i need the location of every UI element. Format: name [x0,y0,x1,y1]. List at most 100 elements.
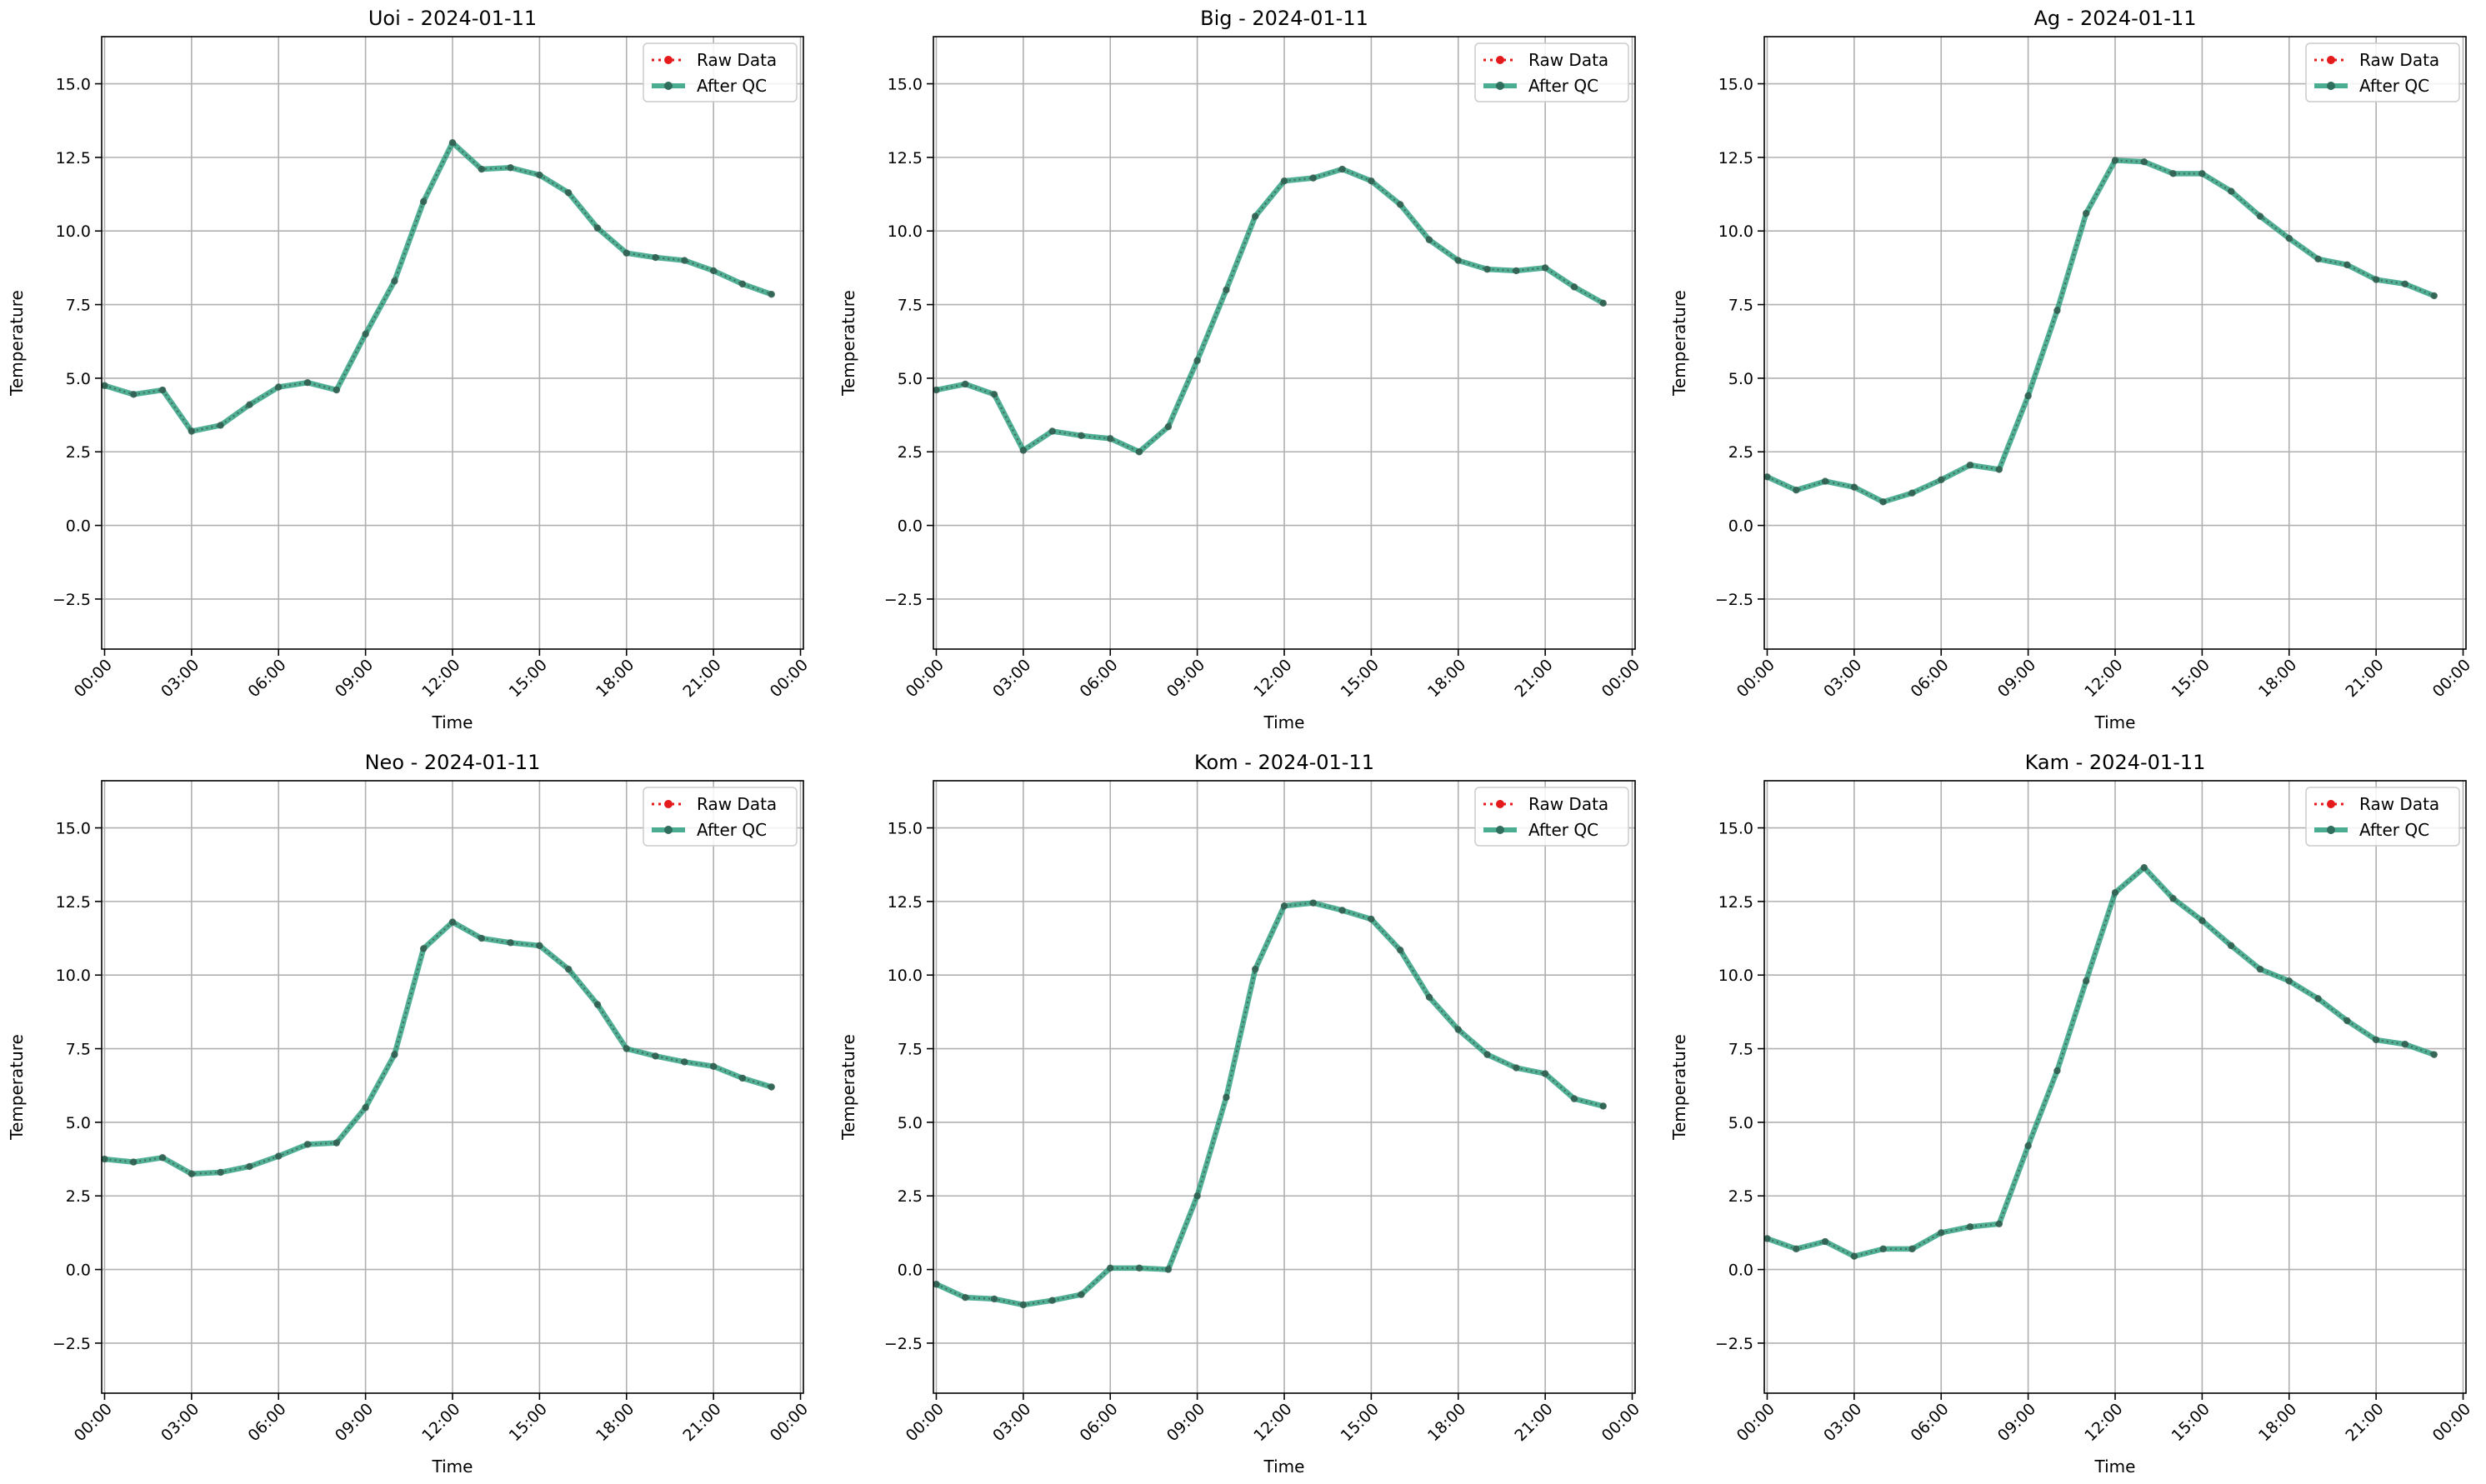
x-axis-label: Time [432,1457,473,1477]
data-point [1309,174,1317,182]
data-point [1396,201,1404,208]
series-line-raw-data [104,141,773,432]
data-point [536,171,543,179]
data-point [2285,977,2293,985]
y-tick-label: 10.0 [56,967,91,985]
data-point [478,165,485,173]
x-tick-label: 15:00 [1338,656,1383,701]
y-tick-label: 5.0 [1728,370,1753,388]
y-tick-label: 10.0 [888,967,923,985]
data-point [1107,435,1114,442]
x-tick-label: 12:00 [1250,1400,1295,1445]
x-tick-label: 00:00 [71,656,116,701]
x-axis-label: Time [1263,1457,1305,1477]
y-tick-label: 0.0 [66,517,91,536]
y-tick-label: 0.0 [1728,517,1753,536]
legend-label-raw-data: Raw Data [1528,50,1608,70]
legend-marker-qc-dot [664,82,673,90]
legend-label-raw-data: Raw Data [697,794,777,814]
data-point [303,379,312,387]
data-point [507,164,514,172]
y-tick-label: 7.5 [1728,1041,1753,1059]
y-tick-label: 15.0 [56,76,91,94]
data-point [652,1052,659,1060]
data-point [1995,466,2003,473]
y-tick-label: 10.0 [1718,222,1753,241]
x-tick-label: 21:00 [1511,1400,1556,1445]
data-point [217,422,224,429]
data-point [333,1139,341,1147]
x-tick-label: 03:00 [989,656,1034,701]
y-tick-label: 5.0 [898,370,923,388]
y-tick-label: 0.0 [898,517,923,536]
data-point [391,277,398,285]
data-point [1280,902,1288,910]
y-tick-label: −2.5 [53,591,91,609]
y-tick-label: 2.5 [1728,1187,1753,1206]
legend-label-after-qc: After QC [1528,820,1598,840]
data-point [158,386,167,394]
x-axis-label: Time [432,712,473,732]
legend-marker-raw-dot [2327,56,2335,64]
data-point [2024,392,2032,400]
data-point [2430,1051,2438,1058]
data-point [2083,977,2090,985]
data-point [507,939,514,947]
data-point [768,290,775,298]
x-tick-label: 06:00 [1076,1400,1121,1445]
series-line-after-qc [933,900,1606,1308]
data-point [623,1045,630,1052]
legend-marker-raw-dot [664,56,673,64]
y-tick-label: 12.5 [888,893,923,912]
data-point [2111,157,2119,164]
series-line-raw-data [936,902,1603,1307]
y-tick-label: 10.0 [1718,967,1753,985]
legend-label-after-qc: After QC [1528,76,1598,96]
y-tick-label: 15.0 [888,76,923,94]
y-axis-label: Temperature [1669,290,1689,397]
legend-marker-qc-dot [664,826,673,834]
y-tick-label: 2.5 [1728,443,1753,462]
chart-panel-2: −2.5 0.0 2.5 5.0 7.5 10.0 12.5 15.0 00:00 03:00 06… [838,7,1643,732]
data-point [2314,995,2322,1002]
legend-label-after-qc: After QC [2359,76,2429,96]
y-axis-label: Temperature [838,1034,858,1141]
y-tick-label: 15.0 [888,820,923,838]
data-point [1193,357,1201,364]
data-point [1570,283,1578,291]
x-tick-label: 18:00 [593,1400,638,1445]
data-point [593,1001,602,1008]
chart-title: Neo - 2024-01-11 [365,751,541,774]
data-point [1763,1235,1771,1242]
data-point [1019,1301,1028,1309]
y-tick-label: 2.5 [66,1187,91,1206]
x-tick-label: 21:00 [2342,656,2387,701]
x-tick-label: 15:00 [2168,1400,2213,1445]
data-point [333,386,341,394]
x-tick-label: 06:00 [244,656,289,701]
x-tick-label: 15:00 [1338,1400,1383,1445]
x-tick-label: 00:00 [1733,1400,1778,1445]
series-line-after-qc [102,919,774,1177]
data-point [1223,1093,1230,1102]
data-point [362,330,369,338]
x-tick-label: 00:00 [903,1400,948,1445]
x-axis-label: Time [1263,712,1305,732]
x-tick-label: 06:00 [1907,656,1952,701]
y-tick-label: −2.5 [53,1335,91,1353]
legend: Raw Data After QC [643,42,798,102]
y-axis-label: Temperature [838,290,858,397]
data-point [1850,1252,1858,1260]
y-tick-label: 2.5 [66,443,91,462]
y-tick-label: 15.0 [1718,820,1753,838]
x-tick-label: 00:00 [767,1400,812,1445]
x-tick-label: 12:00 [2081,656,2126,701]
data-point [1425,993,1433,1001]
data-point [2256,965,2264,973]
data-point [1513,267,1520,275]
x-tick-label: 21:00 [679,1400,724,1445]
data-point [1338,165,1346,173]
data-point [564,965,573,973]
chart-title: Kom - 2024-01-11 [1194,751,1374,774]
legend-marker-raw-dot [2327,800,2335,808]
